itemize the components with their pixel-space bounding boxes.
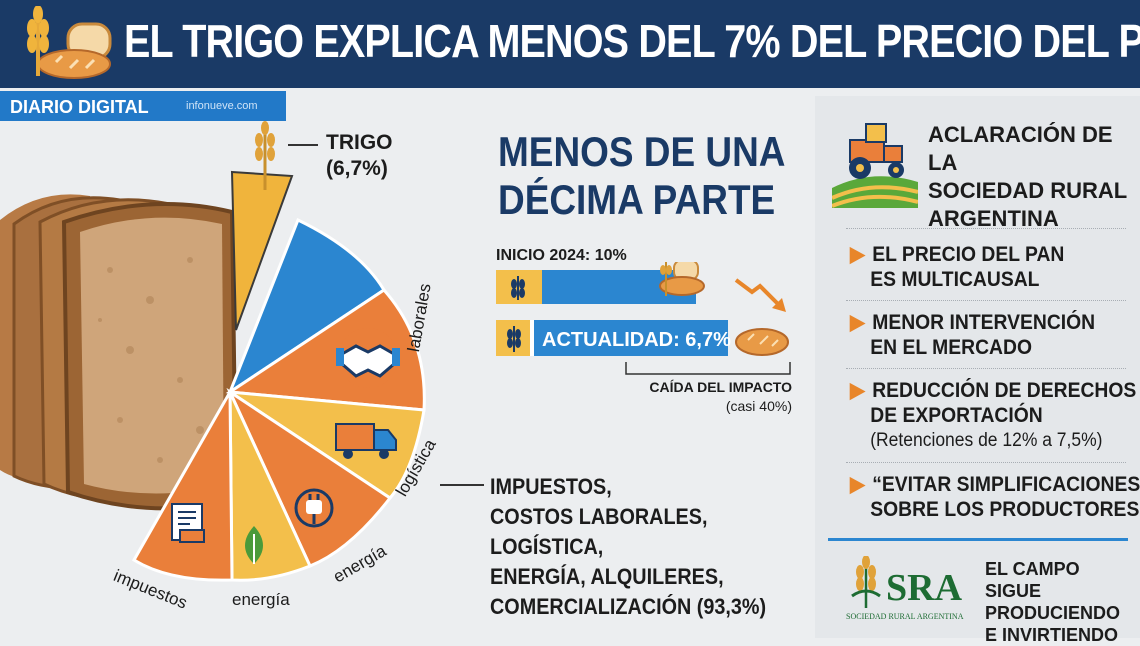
down-trend-arrow-icon (734, 278, 786, 312)
panel-point-4: ▶ “EVITAR SIMPLIFICACIONES SOBRE LOS PROD… (850, 473, 1140, 521)
cause-item: COSTOS LABORALES, (490, 504, 708, 529)
pie-slice-energia-orange (226, 387, 393, 568)
inicio-bar-label: INICIO 2024: 10% (496, 247, 627, 264)
truck-icon (335, 423, 397, 459)
sra-logo-subtitle: SOCIEDAD RURAL ARGENTINA (846, 612, 964, 621)
pie-slice-impuestos (131, 386, 234, 582)
wheat-bread-icon (27, 6, 112, 79)
pie-slice-trigo (230, 170, 294, 331)
trigo-label-name: TRIGO (326, 131, 393, 154)
causes-callout-line (440, 484, 484, 486)
pie-slice-laborales-blue (226, 217, 387, 396)
bread-illustration (0, 194, 239, 511)
tractor-icon (832, 123, 918, 208)
source-site-link[interactable]: infonueve.com (186, 100, 258, 112)
leaf-icon (245, 526, 263, 564)
headline: MENOS DE UNA DÉCIMA PARTE (498, 128, 785, 224)
document-icon (171, 503, 205, 543)
source-badge-label: DIARIO DIGITAL (10, 97, 149, 117)
caida-bracket (625, 362, 791, 375)
comparison-bars (496, 262, 789, 356)
divider (846, 228, 1126, 229)
panel-point-1: ▶ EL PRECIO DEL PAN ES MULTICAUSAL (850, 243, 1065, 291)
panel-title-line: ACLARACIÓN DE LA (928, 122, 1113, 175)
headline-line1: MENOS DE UNA (498, 128, 786, 175)
caida-title: CAÍDA DEL IMPACTO (649, 379, 792, 395)
pie-slice-logistica (229, 390, 426, 500)
caida-note: CAÍDA DEL IMPACTO (casi 40%) (628, 378, 792, 416)
panel-point-2: ▶ MENOR INTERVENCIÓN EN EL MERCADO (850, 311, 1096, 359)
wheat-icon (255, 121, 275, 190)
divider (846, 462, 1126, 463)
plug-icon (294, 488, 334, 528)
panel-title-line: SOCIEDAD RURAL (928, 178, 1128, 203)
cause-item: IMPUESTOS, (490, 474, 612, 499)
wheat-small-icon (507, 276, 525, 352)
bread-pie-graphic (0, 121, 426, 582)
trigo-label-value: (6,7%) (326, 157, 388, 180)
actual-bar-label: ACTUALIDAD: 6,7% (542, 329, 731, 351)
divider (846, 368, 1126, 369)
actual-bar-fill (534, 320, 728, 356)
trigo-label: TRIGO (6,7%) (326, 130, 393, 182)
causes-list: IMPUESTOS, COSTOS LABORALES, LOGÍSTICA, … (490, 472, 766, 622)
panel-title: ACLARACIÓN DE LA SOCIEDAD RURAL ARGENTIN… (928, 121, 1140, 233)
handshake-icon (336, 328, 400, 388)
panel-bottom-rule (828, 538, 1128, 541)
divider (846, 300, 1126, 301)
bread-loaf-icon (735, 328, 789, 356)
bread-wheat-icon (659, 262, 705, 296)
arrow-icon: ▶ (850, 311, 865, 334)
arrow-icon: ▶ (850, 379, 865, 402)
page-title: EL TRIGO EXPLICA MENOS DEL 7% DEL PRECIO… (124, 15, 1140, 67)
cause-item: ENERGÍA, ALQUILERES, (490, 564, 724, 589)
campo-slogan: EL CAMPO SIGUE PRODUCIENDO E INVIRTIENDO (985, 559, 1121, 645)
headline-line2: DÉCIMA PARTE (498, 176, 776, 223)
cause-item: LOGÍSTICA, (490, 534, 604, 559)
arrow-icon: ▶ (850, 473, 865, 496)
panel-point-3: ▶ REDUCCIÓN DE DERECHOS DE EXPORTACIÓN (R… (850, 379, 1137, 451)
slice-label-energia-2: energía (232, 590, 290, 609)
sra-wheat-icon (851, 556, 881, 608)
caida-value: (casi 40%) (725, 398, 792, 414)
sra-logo: SRA (886, 567, 963, 609)
header-banner: EL TRIGO EXPLICA MENOS DEL 7% DEL PRECIO… (0, 0, 1140, 88)
source-badge: DIARIO DIGITAL infonueve.com (0, 91, 286, 121)
arrow-icon: ▶ (850, 243, 865, 266)
cause-item: COMERCIALIZACIÓN (93,3%) (490, 594, 767, 619)
panel-title-line: ARGENTINA (928, 206, 1059, 231)
